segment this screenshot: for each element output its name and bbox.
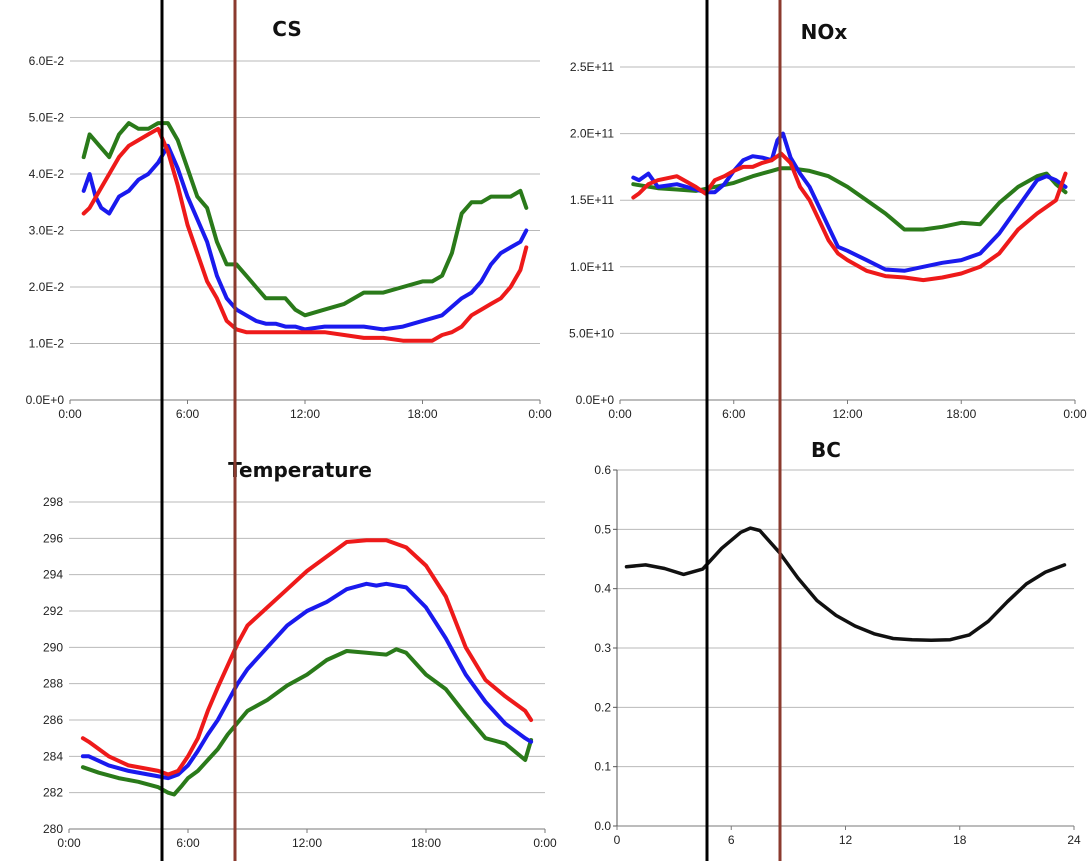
bc-chart: 0.0 0.1 0.2 0.3 0.4 0.5 0.6 0 6 12 18 24 bbox=[594, 463, 1081, 847]
cs-x-tick-label: 18:00 bbox=[407, 407, 437, 421]
bc-chart-title: BC bbox=[811, 438, 841, 462]
nox-y-tick-label: 1.5E+11 bbox=[570, 193, 614, 207]
bc-y-tick-label: 0.5 bbox=[594, 522, 611, 536]
nox-y-tick-label: 5.0E+10 bbox=[569, 326, 614, 340]
cs-x-tick-label: 12:00 bbox=[290, 407, 320, 421]
bc-y-tick-label: 0.2 bbox=[594, 700, 611, 714]
temperature-y-tick-label: 294 bbox=[43, 568, 63, 582]
temperature-series-line-1 bbox=[80, 647, 534, 797]
temperature-chart: 280 282 284 286 288 290 292 294 296 298 0:00 6:00 12… bbox=[43, 495, 557, 850]
cs-y-tick-label: 3.0E-2 bbox=[29, 224, 65, 238]
nox-series-line-1 bbox=[631, 166, 1068, 232]
temperature-series-line-3 bbox=[80, 538, 534, 777]
cs-y-tick-label: 2.0E-2 bbox=[29, 280, 65, 294]
temperature-y-tick-label: 290 bbox=[43, 640, 63, 654]
nox-x-tick-label: 6:00 bbox=[722, 407, 746, 421]
temperature-x-tick-label: 0:00 bbox=[533, 836, 557, 850]
nox-y-tick-label: 2.0E+11 bbox=[570, 127, 614, 141]
nox-y-tick-label: 1.0E+11 bbox=[570, 260, 614, 274]
cs-y-tick-label: 4.0E-2 bbox=[29, 167, 65, 181]
nox-y-tick-label: 2.5E+11 bbox=[570, 60, 614, 74]
cs-y-tick-label: 6.0E-2 bbox=[29, 54, 65, 68]
temperature-y-tick-label: 284 bbox=[43, 749, 63, 763]
temperature-y-tick-label: 286 bbox=[43, 713, 63, 727]
cs-series-line-3 bbox=[81, 126, 529, 343]
cs-chart: 0.0E+0 1.0E-2 2.0E-2 3.0E-2 4.0E-2 5.0E-2 6.0E… bbox=[26, 54, 552, 421]
cs-x-tick-label: 0:00 bbox=[58, 407, 82, 421]
nox-series-line-3 bbox=[631, 151, 1068, 283]
cs-series-line-1 bbox=[81, 121, 529, 318]
temperature-y-tick-label: 292 bbox=[43, 604, 63, 618]
cs-y-tick-label: 5.0E-2 bbox=[29, 111, 65, 125]
temperature-chart-title: Temperature bbox=[228, 458, 372, 482]
temperature-y-tick-label: 288 bbox=[43, 677, 63, 691]
nox-chart-title: NOx bbox=[801, 20, 848, 44]
nox-y-tick-label: 0.0E+0 bbox=[576, 393, 615, 407]
nox-chart: 0.0E+0 5.0E+10 1.0E+11 1.5E+11 2.0E+11 2.5E+1… bbox=[569, 60, 1087, 421]
bc-x-tick-label: 24 bbox=[1067, 833, 1081, 847]
nox-x-tick-label: 18:00 bbox=[946, 407, 976, 421]
bc-x-tick-label: 6 bbox=[728, 833, 735, 847]
bc-y-tick-label: 0.3 bbox=[594, 641, 611, 655]
cs-x-tick-label: 0:00 bbox=[528, 407, 552, 421]
temperature-x-tick-label: 6:00 bbox=[176, 836, 200, 850]
bc-series-line-1 bbox=[624, 526, 1067, 643]
nox-x-tick-label: 12:00 bbox=[832, 407, 862, 421]
temperature-series-line-2 bbox=[80, 581, 534, 781]
temperature-y-tick-label: 280 bbox=[43, 822, 63, 836]
bc-y-tick-label: 0.0 bbox=[594, 819, 611, 833]
cs-x-tick-label: 6:00 bbox=[176, 407, 200, 421]
bc-y-tick-label: 0.4 bbox=[594, 582, 611, 596]
bc-x-tick-label: 18 bbox=[953, 833, 967, 847]
temperature-x-tick-label: 12:00 bbox=[292, 836, 322, 850]
temperature-x-tick-label: 18:00 bbox=[411, 836, 441, 850]
cs-y-tick-label: 1.0E-2 bbox=[29, 337, 65, 351]
cs-series-line-2 bbox=[81, 143, 529, 332]
nox-x-tick-label: 0:00 bbox=[608, 407, 632, 421]
temperature-y-tick-label: 298 bbox=[43, 495, 63, 509]
temperature-y-tick-label: 282 bbox=[43, 786, 63, 800]
bc-y-tick-label: 0.1 bbox=[594, 760, 611, 774]
nox-x-tick-label: 0:00 bbox=[1063, 407, 1087, 421]
bc-y-tick-label: 0.6 bbox=[594, 463, 611, 477]
temperature-x-tick-label: 0:00 bbox=[57, 836, 81, 850]
cs-y-tick-label: 0.0E+0 bbox=[26, 393, 65, 407]
bc-x-tick-label: 0 bbox=[614, 833, 621, 847]
bc-x-tick-label: 12 bbox=[839, 833, 853, 847]
temperature-y-tick-label: 296 bbox=[43, 531, 63, 545]
cs-chart-title: CS bbox=[272, 17, 301, 41]
